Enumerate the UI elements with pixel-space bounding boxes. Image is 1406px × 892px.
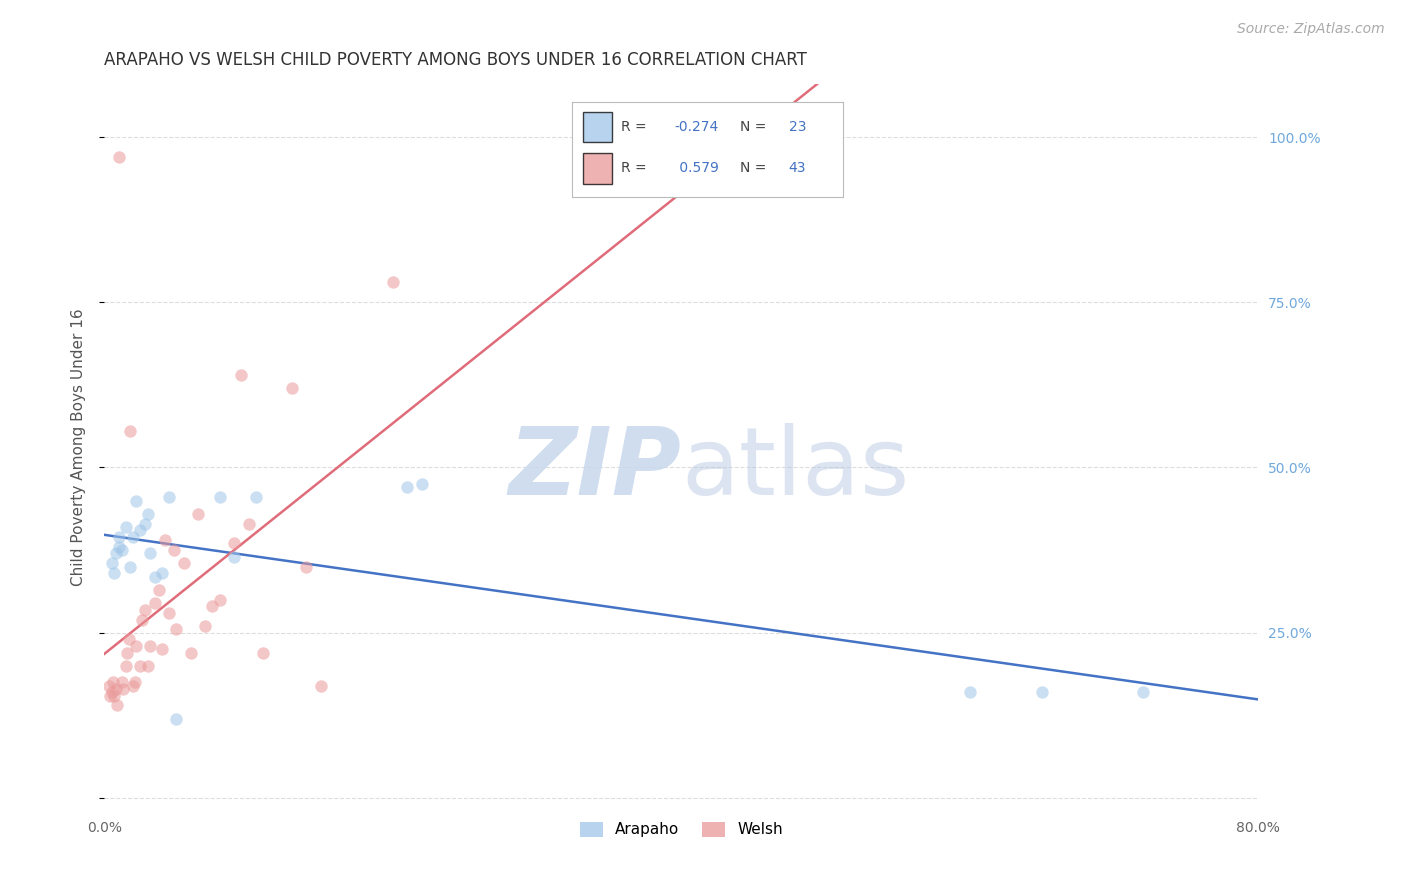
Point [120, 424, 142, 438]
Point [122, 679, 145, 693]
Point [136, 507, 159, 521]
Point [134, 602, 156, 616]
Point [173, 557, 195, 571]
Point [100, 557, 122, 571]
Point [107, 540, 129, 554]
Point [122, 530, 145, 544]
Point [381, 276, 404, 290]
Point [139, 639, 162, 653]
Point [295, 559, 318, 574]
Point [136, 658, 159, 673]
Point [117, 646, 139, 660]
Point [238, 516, 260, 531]
Point [112, 681, 135, 696]
Legend: Arapaho, Welsh: Arapaho, Welsh [574, 816, 789, 844]
Point [134, 516, 156, 531]
Point [104, 546, 127, 560]
Point [110, 543, 132, 558]
Point [103, 566, 125, 581]
Point [150, 566, 173, 581]
Text: Source: ZipAtlas.com: Source: ZipAtlas.com [1237, 22, 1385, 37]
Point [125, 493, 148, 508]
Point [157, 490, 180, 504]
Point [143, 569, 166, 583]
Text: ARAPAHO VS WELSH CHILD POVERTY AMONG BOYS UNDER 16 CORRELATION CHART: ARAPAHO VS WELSH CHILD POVERTY AMONG BOY… [104, 51, 807, 69]
Point [162, 543, 184, 558]
Point [252, 646, 274, 660]
Point [396, 480, 419, 494]
Point [107, 530, 129, 544]
Point [959, 685, 981, 699]
Point [115, 520, 138, 534]
Point [129, 523, 152, 537]
Point [194, 619, 217, 633]
Text: ZIP: ZIP [509, 424, 682, 516]
Text: atlas: atlas [682, 424, 910, 516]
Point [98, 689, 121, 703]
Point [107, 150, 129, 164]
Point [124, 675, 146, 690]
Point [104, 681, 127, 696]
Point [148, 582, 170, 597]
Y-axis label: Child Poverty Among Boys Under 16: Child Poverty Among Boys Under 16 [72, 309, 86, 586]
Point [153, 533, 176, 548]
Point [187, 507, 209, 521]
Point [139, 546, 162, 560]
Point [1031, 685, 1053, 699]
Point [110, 675, 132, 690]
Point [165, 623, 187, 637]
Point [118, 632, 141, 647]
Point [245, 490, 267, 504]
Point [411, 477, 433, 491]
Point [1132, 685, 1154, 699]
Point [143, 596, 166, 610]
Point [281, 381, 304, 395]
Point [97, 679, 120, 693]
Point [125, 639, 148, 653]
Point [101, 675, 124, 690]
Point [309, 679, 332, 693]
Point [105, 698, 128, 713]
Point [201, 599, 224, 614]
Point [103, 689, 125, 703]
Point [208, 490, 231, 504]
Point [165, 712, 187, 726]
Point [157, 606, 180, 620]
Point [131, 613, 153, 627]
Point [100, 685, 122, 699]
Point [180, 646, 202, 660]
Point [150, 642, 173, 657]
Point [120, 559, 142, 574]
Point [224, 536, 246, 550]
Point [115, 658, 138, 673]
Point [208, 592, 231, 607]
Point [224, 549, 246, 564]
Point [129, 658, 152, 673]
Point [231, 368, 253, 382]
